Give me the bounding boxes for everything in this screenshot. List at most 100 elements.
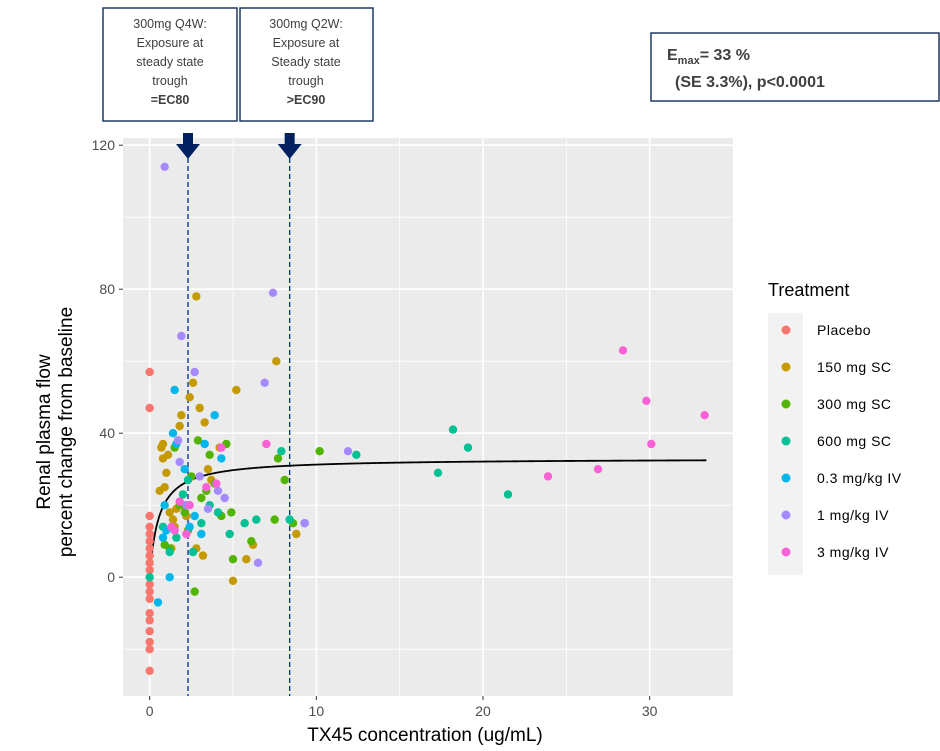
point-series-0	[145, 511, 154, 521]
point-series-3	[433, 468, 443, 477]
point-series-0	[145, 522, 154, 531]
q2w-line-5: >EC90	[287, 93, 326, 107]
point-series-4	[170, 385, 179, 395]
point-series-3	[503, 490, 513, 499]
point-series-1	[242, 555, 251, 564]
grid-minor-lines	[123, 138, 733, 696]
y-axis-ticks: 0 40 80 120	[92, 137, 123, 585]
point-series-1	[162, 468, 171, 477]
point-series-3	[285, 515, 294, 524]
legend-key-0	[781, 325, 791, 335]
point-series-6	[543, 472, 553, 481]
point-series-3	[463, 443, 473, 452]
point-series-3	[252, 515, 261, 524]
point-series-6	[175, 497, 184, 506]
point-series-0	[145, 609, 154, 618]
emax-label: E	[667, 47, 678, 64]
point-series-5	[177, 331, 186, 341]
point-series-4	[165, 573, 174, 582]
point-series-1	[203, 465, 213, 474]
point-series-0	[145, 544, 154, 553]
y-axis-title-line2: percent change from baseline	[56, 307, 77, 557]
q2w-line-2: Exposure at	[273, 36, 340, 50]
point-series-5	[203, 504, 213, 513]
point-series-2	[280, 475, 289, 485]
point-series-2	[315, 447, 324, 456]
point-series-4	[180, 465, 189, 474]
x-axis-title: TX45 concentration (ug/mL)	[307, 725, 543, 746]
point-series-4	[168, 429, 178, 438]
point-series-1	[160, 483, 169, 492]
point-series-5	[343, 447, 353, 456]
point-series-3	[225, 529, 234, 539]
legend-label-6: 3 mg/kg IV	[817, 544, 889, 560]
x-tick-label: 30	[642, 703, 658, 719]
exposure-arrows	[176, 133, 302, 159]
y-tick-label: 0	[107, 569, 115, 585]
q2w-line-1: 300mg Q2W:	[269, 17, 342, 31]
point-series-2	[270, 515, 279, 524]
point-series-1	[177, 411, 186, 420]
x-tick-label: 0	[146, 703, 154, 719]
point-series-3	[165, 547, 174, 557]
point-series-1	[292, 529, 301, 539]
point-series-0	[145, 616, 154, 625]
point-series-3	[352, 450, 361, 459]
point-series-1	[272, 357, 281, 366]
point-series-0	[145, 645, 154, 654]
legend-key-4	[781, 473, 791, 483]
point-series-4	[217, 454, 226, 463]
x-axis-ticks: 0 10 20 30	[146, 696, 658, 719]
point-series-4	[210, 411, 219, 420]
point-series-3	[145, 573, 154, 582]
point-series-5	[260, 378, 269, 387]
point-series-2	[180, 508, 189, 517]
q2w-annotation: 300mg Q2W: Exposure at Steady state trou…	[239, 7, 374, 122]
legend-label-4: 0.3 mg/kg IV	[817, 470, 902, 486]
plot-panel	[123, 138, 733, 696]
point-series-1	[200, 418, 209, 427]
point-series-0	[145, 565, 154, 575]
point-series-4	[158, 533, 168, 542]
point-series-3	[178, 490, 188, 499]
point-series-1	[185, 393, 194, 402]
emax-subscript: max	[678, 55, 701, 67]
point-series-5	[220, 493, 229, 503]
point-series-0	[145, 666, 154, 675]
legend-label-5: 1 mg/kg IV	[817, 507, 889, 523]
q2w-line-4: trough	[288, 74, 323, 88]
point-series-1	[165, 508, 174, 517]
point-series-2	[228, 555, 238, 564]
point-series-0	[145, 551, 154, 560]
point-series-0	[145, 627, 154, 636]
point-series-3	[240, 519, 249, 528]
point-series-2	[190, 587, 199, 596]
point-series-3	[172, 533, 181, 542]
point-series-0	[145, 537, 154, 546]
q4w-line-2: Exposure at	[137, 36, 204, 50]
point-series-2	[205, 450, 214, 459]
q2w-line-3: Steady state	[271, 55, 341, 69]
point-series-5	[175, 457, 184, 467]
point-series-4	[185, 522, 194, 531]
legend-key-1	[781, 362, 791, 372]
point-series-6	[202, 483, 211, 492]
legend-label-0: Placebo	[817, 322, 871, 338]
y-tick-label: 80	[99, 281, 115, 297]
point-series-1	[195, 403, 204, 413]
point-series-6	[185, 501, 194, 510]
down-arrow-icon	[176, 133, 200, 159]
point-series-1	[188, 378, 198, 387]
point-series-5	[195, 472, 204, 481]
point-series-4	[160, 501, 169, 510]
point-series-6	[647, 439, 656, 449]
legend-key-5	[781, 510, 791, 520]
point-series-6	[700, 411, 709, 420]
y-tick-label: 120	[92, 137, 116, 153]
legend-key-2	[781, 399, 791, 409]
data-points	[145, 162, 709, 675]
point-series-6	[182, 529, 191, 539]
legend-label-3: 600 mg SC	[817, 433, 892, 449]
point-series-5	[213, 486, 223, 495]
